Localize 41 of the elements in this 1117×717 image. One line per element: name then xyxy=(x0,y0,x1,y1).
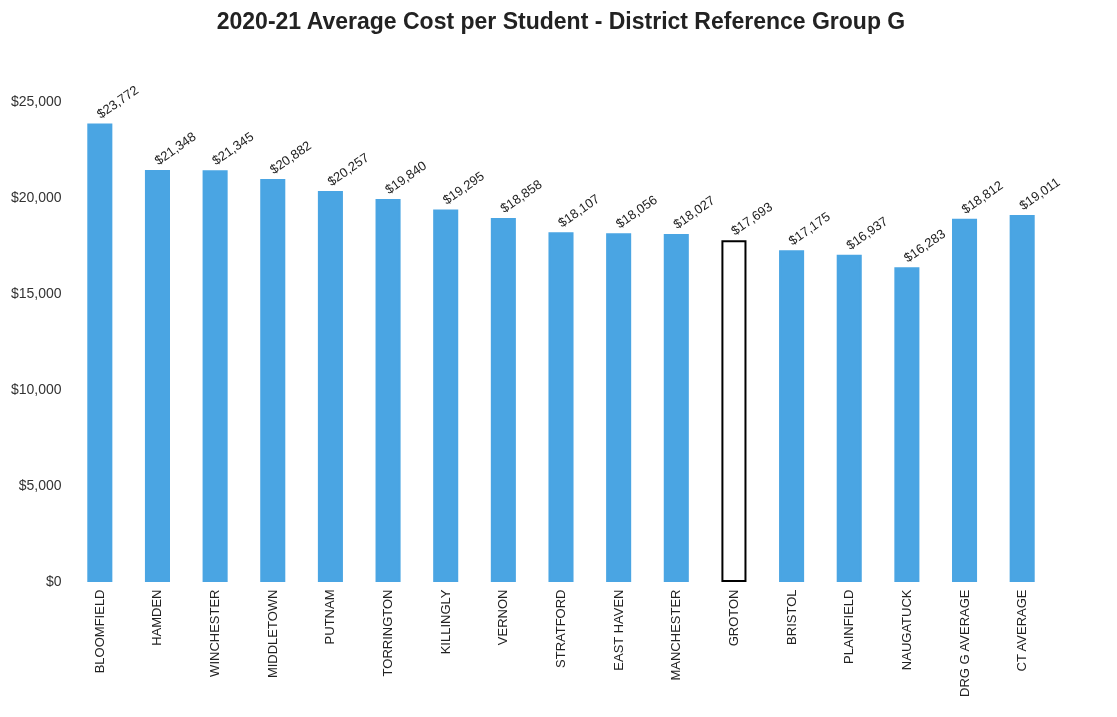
bar xyxy=(606,233,632,582)
x-tick-label: HAMDEN xyxy=(149,589,165,646)
bar xyxy=(663,233,689,582)
bar xyxy=(836,254,862,582)
x-tick-label: MANCHESTER xyxy=(668,589,684,681)
x-tick-label: VERNON xyxy=(495,589,511,646)
bar xyxy=(490,217,516,582)
bar xyxy=(952,218,978,582)
bar xyxy=(375,199,401,582)
x-tick-label: DRG G AVERAGE xyxy=(956,589,972,697)
bar xyxy=(144,170,170,582)
x-tick-label: KILLINGLY xyxy=(437,589,453,655)
y-tick-label: $25,000 xyxy=(10,92,62,109)
x-tick-label: PUTNAM xyxy=(322,589,338,645)
x-tick-label: MIDDLETOWN xyxy=(264,589,280,679)
bar xyxy=(260,179,286,582)
x-tick-label: TORRINGTON xyxy=(380,589,396,677)
y-tick-label: $0 xyxy=(45,572,62,589)
x-tick-label: EAST HAVEN xyxy=(610,589,626,671)
bar xyxy=(1009,214,1035,582)
bar xyxy=(317,191,343,582)
y-tick-label: $20,000 xyxy=(10,188,62,205)
y-tick-label: $10,000 xyxy=(10,380,62,397)
x-tick-label: BLOOMFIELD xyxy=(91,589,107,674)
bar xyxy=(894,267,920,582)
x-tick-label: STRATFORD xyxy=(553,589,568,668)
x-tick-label: BRISTOL xyxy=(783,589,799,645)
bar xyxy=(87,123,113,582)
x-tick-label: GROTON xyxy=(725,589,741,647)
x-tick-label: PLAINFIELD xyxy=(841,589,857,664)
x-tick-label: WINCHESTER xyxy=(207,589,223,677)
y-tick-label: $5,000 xyxy=(18,476,62,493)
y-tick-label: $15,000 xyxy=(10,284,62,301)
bar xyxy=(202,170,228,582)
bar xyxy=(721,240,747,582)
x-tick-label: NAUGATUCK xyxy=(898,589,914,671)
bar xyxy=(779,250,805,582)
chart-title: 2020-21 Average Cost per Student - District Reference Group G xyxy=(216,7,906,34)
bar xyxy=(548,232,574,582)
bar xyxy=(433,209,459,582)
x-tick-label: CT AVERAGE xyxy=(1014,589,1030,672)
